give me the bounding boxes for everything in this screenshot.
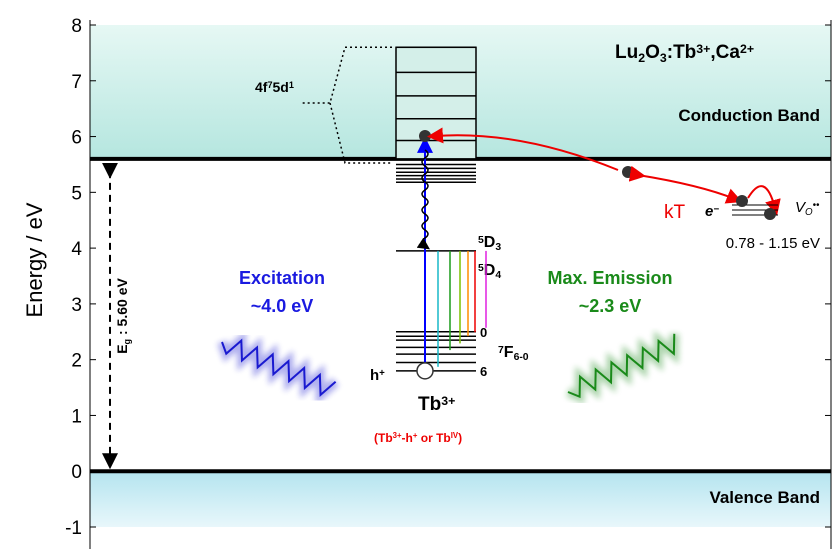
y-tick-label: 3 [71,295,82,316]
text-part: -h [402,431,413,445]
text-part: 2+ [740,42,754,56]
text-part: 3 [495,242,501,253]
f-label: 7F6-0 [498,344,529,363]
f-last: 6 [480,364,487,379]
electron [736,195,748,207]
excitation-title: Excitation [239,268,325,288]
text-part: D [484,234,496,251]
y-tick-label: 4 [71,239,82,260]
emission-title: Max. Emission [547,268,672,288]
d-band-label: 4f75d1 [255,79,294,95]
diagram: -1 0 1 2 3 4 5 6 7 8 Energy / eV Eg : 5.60 eV Lu2O3:… [0,0,832,549]
text-part: 4f [255,79,268,95]
electron [419,130,431,142]
d4-label: 5D4 [478,262,501,281]
text-part: 4 [495,270,501,281]
d3-label: 5D3 [478,234,501,253]
text-part: E [114,344,130,353]
text-part: ,Ca [710,42,740,63]
text-part: : 5.60 eV [114,278,130,339]
gap-label: Eg : 5.60 eV [114,278,132,354]
text-part: 3+ [696,42,710,56]
ion-label: Tb3+ [418,394,455,415]
trap-arrow [638,175,735,199]
text-part: Lu [615,42,638,63]
kt-label: kT [664,202,686,223]
text-part: 3+ [441,394,455,408]
note-label: (Tb3+-h+ or TbIV) [374,431,462,445]
text-part: (Tb [374,431,393,445]
text-part: Tb [418,394,441,415]
text-part: F [504,344,514,361]
hole [417,363,433,379]
y-tick-label: -1 [65,518,82,539]
y-tick-label: 1 [71,406,82,427]
excitation-energy: ~4.0 eV [251,296,314,316]
trap-depth: 0.78 - 1.15 eV [726,235,820,252]
text-part: 1 [289,80,294,90]
electron [622,166,634,178]
canvas: -1 0 1 2 3 4 5 6 7 8 Energy / eV Eg : 5.60 eV Lu2O3:… [22,16,831,549]
emission-energy: ~2.3 eV [579,296,642,316]
y-tick-label: 7 [71,72,82,93]
valence-band-label: Valence Band [709,488,820,507]
text-part: 6-0 [514,352,529,363]
d-band-box [396,47,476,159]
wave-glow [222,341,336,395]
text-part: h [370,367,379,384]
text-part: 5d [273,79,289,95]
electron [764,208,776,220]
text-part: ) [458,431,462,445]
text-part: + [379,368,385,379]
conduction-band-label: Conduction Band [678,106,820,125]
text-part: •• [813,200,820,211]
y-tick-label: 6 [71,128,82,149]
compound: Lu2O3:Tb3+,Ca2+ [615,42,754,65]
electron-label: e− [705,203,719,220]
y-axis-label: Energy / eV [22,202,47,317]
y-tick-label: 8 [71,16,82,37]
text-part: or Tb [417,431,450,445]
text-part: − [713,204,719,215]
y-tick-label: 2 [71,351,82,372]
hole-label: h+ [370,367,385,384]
text-part: O [645,42,660,63]
y-tick-label: 5 [71,183,82,204]
text-part: :Tb [667,42,697,63]
text-part: e [705,203,713,220]
vacancy-label: VO•• [795,199,820,218]
y-tick-label: 0 [71,462,82,483]
